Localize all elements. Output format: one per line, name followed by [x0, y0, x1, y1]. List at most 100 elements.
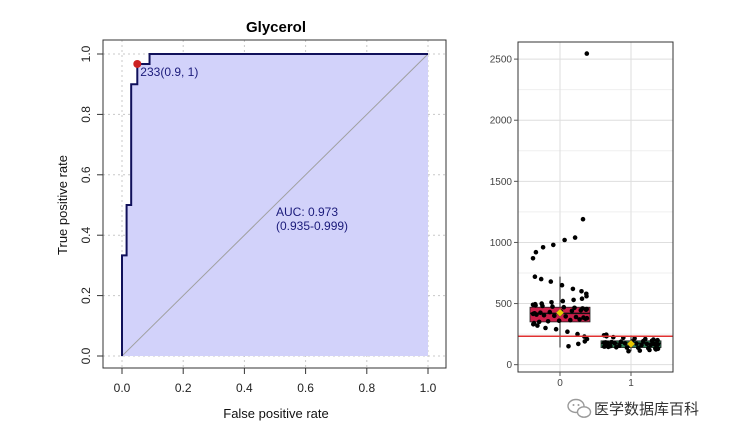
- jitter-point: [563, 314, 568, 319]
- jitter-point: [602, 344, 607, 349]
- jitter-point: [533, 303, 538, 308]
- wechat-icon: [567, 398, 592, 418]
- jitter-point: [538, 310, 543, 316]
- jitter-point: [535, 323, 540, 328]
- boxplot-y-axis: 0 500 1000 1500 2000 2500: [490, 55, 518, 371]
- jitter-point: [634, 341, 639, 346]
- jitter-point: [569, 308, 575, 314]
- boxplot-mean-marker: [555, 308, 565, 318]
- jitter-point: [541, 312, 547, 318]
- jitter-point: [639, 342, 644, 348]
- jitter-point: [584, 51, 590, 56]
- jitter-point: [530, 255, 536, 261]
- jitter-point: [533, 249, 539, 255]
- jitter-point: [543, 325, 548, 331]
- jitter-point: [612, 340, 618, 346]
- jitter-point: [538, 276, 544, 282]
- jitter-point: [578, 308, 584, 313]
- roc-y-tick-label: 0.8: [79, 106, 93, 123]
- boxplot-y-tick-label: 1500: [490, 177, 513, 188]
- jitter-point: [618, 339, 624, 345]
- jitter-point: [531, 322, 536, 327]
- jitter-point: [637, 348, 643, 353]
- jitter-point: [553, 326, 559, 332]
- roc-diagonal-reference-line: [121, 53, 429, 357]
- jitter-point: [572, 305, 577, 311]
- jitter-point: [648, 342, 654, 348]
- roc-x-tick-label: 0.6: [297, 381, 314, 395]
- jitter-point: [549, 300, 554, 305]
- boxplot-y-tick-label: 2500: [490, 55, 513, 66]
- jitter-point: [573, 314, 579, 320]
- roc-x-tick-label: 1.0: [420, 381, 437, 395]
- jitter-point: [559, 282, 565, 288]
- jitter-point: [583, 316, 588, 322]
- jitter-point: [649, 338, 655, 344]
- jitter-point: [583, 307, 589, 313]
- boxplot-y-tick-label: 1000: [490, 238, 513, 249]
- jitter-point: [579, 296, 585, 302]
- jitter-point: [647, 347, 652, 353]
- jitter-point: [582, 339, 588, 344]
- roc-x-tick-label: 0.0: [114, 381, 131, 395]
- jitter-point: [577, 317, 582, 322]
- jitter-point: [624, 345, 630, 350]
- jitter-point: [561, 304, 567, 310]
- watermark: 医学数据库百科: [567, 398, 699, 418]
- boxplot-gridlines: [518, 42, 673, 372]
- roc-y-tick-label: 0.4: [79, 227, 93, 244]
- jitter-point: [584, 293, 589, 299]
- roc-y-tick-label: 1.0: [79, 45, 93, 62]
- roc-auc-label: AUC: 0.973: [276, 205, 338, 219]
- jitter-point: [532, 274, 538, 280]
- jitter-point: [534, 312, 539, 317]
- jitter-point: [550, 304, 555, 309]
- roc-plot-border: [102, 39, 447, 369]
- roc-y-axis-label: True positive rate: [55, 155, 70, 255]
- jitter-point: [605, 340, 610, 346]
- jitter-point: [626, 348, 631, 354]
- boxplot-mean-marker: [626, 339, 636, 349]
- jitter-point: [568, 317, 573, 323]
- jitter-point: [556, 318, 562, 324]
- roc-chart-title: Glycerol: [246, 19, 306, 36]
- jitter-point: [565, 329, 570, 335]
- jitter-point: [562, 237, 567, 243]
- roc-best-threshold-label: 233(0.9, 1): [140, 65, 198, 79]
- roc-x-tick-label: 0.2: [175, 381, 192, 395]
- jitter-point: [640, 338, 646, 344]
- roc-y-tick-label: 0.2: [79, 287, 93, 304]
- roc-curve-line: [121, 53, 428, 356]
- jitter-point: [570, 286, 576, 292]
- roc-x-axis-label: False positive rate: [223, 406, 329, 421]
- jitter-point: [580, 216, 586, 222]
- jitter-point: [653, 347, 659, 352]
- jitter-point: [545, 319, 551, 324]
- jitter-point: [551, 242, 556, 248]
- jitter-point: [548, 279, 554, 284]
- jitter-point: [644, 341, 650, 347]
- roc-x-tick-label: 0.8: [358, 381, 375, 395]
- roc-x-axis: 0.0 0.2 0.4 0.6 0.8 1.0: [114, 368, 437, 395]
- jitter-point: [540, 303, 545, 309]
- jitter-point: [654, 338, 660, 343]
- roc-y-tick-label: 0.0: [79, 347, 93, 364]
- jitter-point: [566, 344, 571, 349]
- jitter-point: [552, 313, 557, 319]
- boxplot-jitter-points: [530, 51, 661, 354]
- boxplot-x-tick-label: 0: [557, 378, 563, 389]
- watermark-text: 医学数据库百科: [594, 400, 699, 418]
- roc-auc-ci-label: (0.935-0.999): [276, 219, 348, 233]
- jitter-point: [576, 341, 581, 347]
- boxplot-plot-border: [517, 41, 674, 373]
- boxplot-y-tick-label: 500: [495, 299, 512, 310]
- jitter-point: [547, 309, 553, 315]
- boxplot-y-tick-label: 2000: [490, 116, 513, 127]
- jitter-point: [571, 297, 576, 303]
- jitter-point: [579, 289, 584, 294]
- boxplot-x-tick-label: 1: [628, 378, 634, 389]
